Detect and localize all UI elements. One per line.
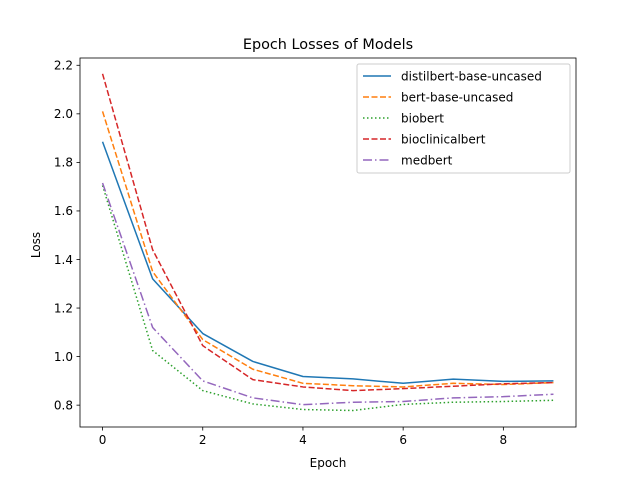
x-tick-label: 4 bbox=[299, 433, 307, 447]
x-tick-label: 6 bbox=[399, 433, 407, 447]
plot-area bbox=[101, 73, 554, 412]
y-tick-label: 1.6 bbox=[54, 204, 73, 218]
axes: 0 2 4 6 8 0.8 1.0 1.2 1.4 1.6 1.8 2.0 2.2 bbox=[54, 57, 577, 447]
y-axis-title: Loss bbox=[29, 232, 43, 258]
y-tick-label: 1.0 bbox=[54, 350, 73, 364]
x-tick-label: 8 bbox=[500, 433, 508, 447]
y-tick-label: 0.8 bbox=[54, 398, 73, 412]
series-line-distilbert-base-uncased bbox=[101, 141, 554, 385]
y-tick-label: 1.4 bbox=[54, 253, 73, 267]
legend: distilbert-base-uncased bert-base-uncased… bbox=[356, 63, 571, 174]
legend-box bbox=[356, 63, 571, 174]
x-tick-label: 0 bbox=[99, 433, 107, 447]
series-line-biobert bbox=[101, 185, 554, 412]
series-line-bioclinicalbert bbox=[101, 73, 554, 392]
y-tick-label: 1.2 bbox=[54, 301, 73, 315]
x-tick-label: 2 bbox=[199, 433, 207, 447]
legend-label-biobert: biobert bbox=[401, 111, 444, 125]
series-line-bert-base-uncased bbox=[101, 111, 554, 388]
chart-title: Epoch Losses of Models bbox=[243, 37, 413, 53]
legend-label-medbert: medbert bbox=[401, 153, 453, 167]
x-axis-title: Epoch bbox=[310, 456, 347, 470]
legend-label-bert-base-uncased: bert-base-uncased bbox=[401, 90, 513, 104]
legend-label-bioclinicalbert: bioclinicalbert bbox=[401, 132, 486, 146]
axes-frame bbox=[79, 57, 577, 428]
y-tick-label: 2.2 bbox=[54, 59, 73, 73]
series-line-medbert bbox=[101, 182, 554, 406]
y-tick-label: 1.8 bbox=[54, 156, 73, 170]
legend-label-distilbert-base-uncased: distilbert-base-uncased bbox=[401, 69, 542, 83]
y-tick-label: 2.0 bbox=[54, 107, 73, 121]
